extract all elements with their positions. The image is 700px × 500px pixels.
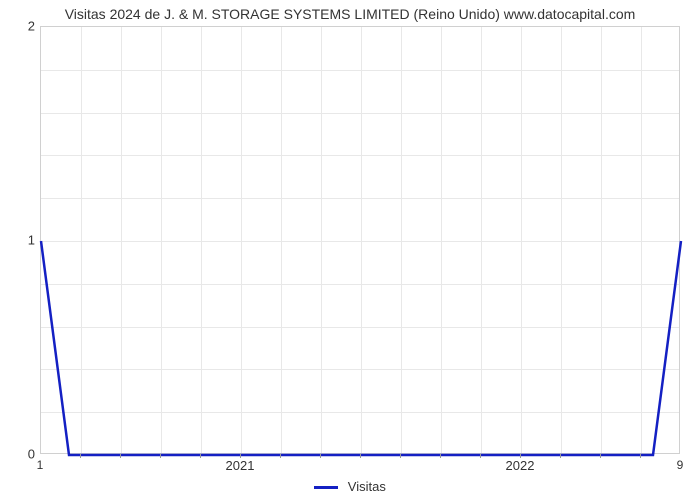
- x-minor-tick: [560, 454, 561, 458]
- x-minor-tick: [280, 454, 281, 458]
- chart-container: Visitas 2024 de J. & M. STORAGE SYSTEMS …: [0, 0, 700, 500]
- y-tick-label: 0: [28, 447, 35, 462]
- x-minor-tick: [480, 454, 481, 458]
- x-year-label: 2022: [506, 458, 535, 473]
- x-year-label: 2021: [226, 458, 255, 473]
- x-minor-tick: [200, 454, 201, 458]
- legend-swatch: [314, 486, 338, 489]
- y-tick-label: 1: [28, 233, 35, 248]
- x-minor-tick: [120, 454, 121, 458]
- x-minor-tick: [400, 454, 401, 458]
- legend: Visitas: [0, 479, 700, 494]
- x-minor-tick: [320, 454, 321, 458]
- plot-area: [40, 26, 680, 454]
- x-minor-tick: [600, 454, 601, 458]
- x-minor-tick: [360, 454, 361, 458]
- y-tick-label: 2: [28, 19, 35, 34]
- x-minor-tick: [520, 454, 521, 458]
- x-minor-tick: [640, 454, 641, 458]
- chart-title: Visitas 2024 de J. & M. STORAGE SYSTEMS …: [0, 6, 700, 22]
- x-minor-tick: [80, 454, 81, 458]
- x-minor-tick: [240, 454, 241, 458]
- x-minor-tick: [160, 454, 161, 458]
- x-tick-label: 1: [37, 458, 44, 472]
- series-line: [41, 27, 679, 453]
- x-tick-label: 9: [677, 458, 684, 472]
- x-minor-tick: [440, 454, 441, 458]
- legend-label: Visitas: [348, 479, 386, 494]
